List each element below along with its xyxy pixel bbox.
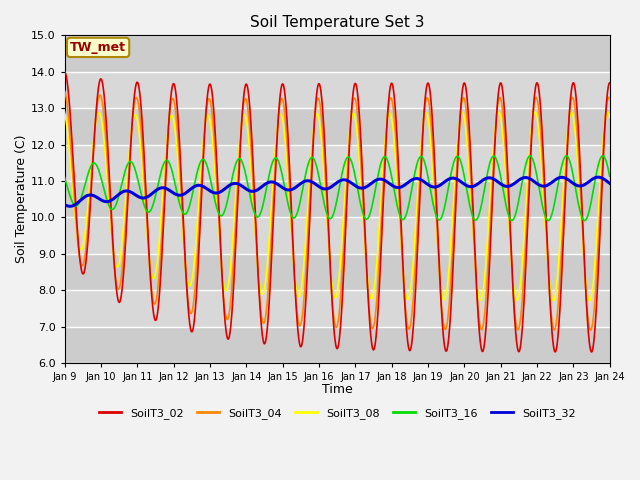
Bar [65, 144, 610, 181]
Bar [65, 254, 610, 290]
Bar [65, 72, 610, 108]
Bar [65, 36, 610, 72]
SoilT3_16 [580, 218, 588, 224]
Title: Soil Temperature Set 3: Soil Temperature Set 3 [250, 15, 424, 30]
SoilT3_08 [595, 194, 603, 200]
SoilT3_02 [61, 69, 68, 74]
SoilT3_08 [604, 109, 612, 115]
SoilT3_32 [606, 180, 614, 186]
SoilT3_08 [536, 146, 544, 152]
SoilT3_02 [123, 219, 131, 225]
SoilT3_02 [269, 210, 277, 216]
SoilT3_04 [536, 123, 544, 129]
X-axis label: Time: Time [322, 384, 353, 396]
SoilT3_02 [588, 349, 595, 355]
SoilT3_32 [595, 174, 603, 180]
Bar [65, 217, 610, 254]
SoilT3_32 [536, 183, 544, 189]
SoilT3_32 [156, 186, 163, 192]
SoilT3_04 [293, 311, 301, 316]
SoilT3_16 [123, 163, 131, 169]
SoilT3_16 [156, 177, 163, 183]
SoilT3_04 [587, 327, 595, 333]
Bar [65, 326, 610, 363]
SoilT3_16 [536, 192, 544, 197]
SoilT3_16 [606, 174, 614, 180]
SoilT3_08 [123, 181, 131, 187]
Line: SoilT3_02: SoilT3_02 [65, 72, 610, 352]
SoilT3_32 [66, 204, 74, 209]
SoilT3_04 [595, 223, 603, 228]
Text: TW_met: TW_met [70, 41, 126, 54]
SoilT3_02 [606, 80, 614, 85]
SoilT3_08 [61, 109, 68, 115]
SoilT3_04 [606, 96, 614, 101]
SoilT3_32 [595, 174, 602, 180]
SoilT3_08 [293, 290, 301, 296]
Line: SoilT3_08: SoilT3_08 [65, 112, 610, 301]
SoilT3_08 [269, 170, 277, 176]
SoilT3_02 [536, 101, 544, 107]
SoilT3_08 [156, 240, 163, 246]
Bar [65, 290, 610, 326]
SoilT3_16 [599, 153, 607, 159]
SoilT3_04 [61, 88, 68, 94]
SoilT3_16 [595, 159, 603, 165]
SoilT3_08 [586, 298, 593, 304]
Bar [65, 108, 610, 144]
Line: SoilT3_04: SoilT3_04 [65, 91, 610, 330]
SoilT3_32 [123, 188, 131, 194]
SoilT3_16 [269, 157, 277, 163]
SoilT3_02 [156, 296, 163, 301]
Y-axis label: Soil Temperature (C): Soil Temperature (C) [15, 135, 28, 264]
SoilT3_02 [293, 320, 301, 325]
SoilT3_32 [61, 202, 68, 207]
SoilT3_04 [269, 190, 277, 196]
Line: SoilT3_16: SoilT3_16 [65, 156, 610, 221]
SoilT3_32 [270, 180, 278, 185]
SoilT3_16 [61, 175, 68, 180]
SoilT3_16 [293, 210, 301, 216]
SoilT3_32 [294, 183, 301, 189]
SoilT3_04 [156, 272, 163, 278]
Line: SoilT3_32: SoilT3_32 [65, 177, 610, 206]
SoilT3_04 [123, 202, 131, 208]
Legend: SoilT3_02, SoilT3_04, SoilT3_08, SoilT3_16, SoilT3_32: SoilT3_02, SoilT3_04, SoilT3_08, SoilT3_… [94, 403, 580, 423]
Bar [65, 181, 610, 217]
SoilT3_02 [595, 248, 603, 254]
SoilT3_08 [606, 115, 614, 120]
